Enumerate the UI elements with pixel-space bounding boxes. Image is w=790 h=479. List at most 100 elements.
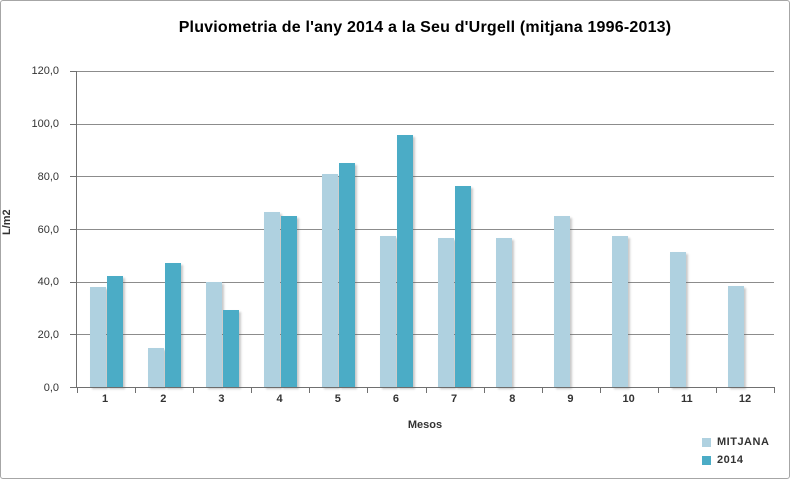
gridline <box>77 176 774 178</box>
x-tick-mark <box>193 387 195 393</box>
bar-slot <box>629 71 645 387</box>
gridline <box>77 123 774 125</box>
bar-mitjana-month-12 <box>728 286 745 387</box>
x-tick-label: 6 <box>392 393 399 405</box>
bar-slot <box>455 71 471 387</box>
month-group-2 <box>135 71 193 387</box>
month-group-5 <box>309 71 367 387</box>
x-tick-mark <box>425 387 427 393</box>
x-tick-label: 2 <box>160 393 167 405</box>
y-tick-label: 100,0 <box>31 117 59 130</box>
x-tick-mark <box>483 387 485 393</box>
month-group-4 <box>251 71 309 387</box>
bar-slot <box>571 71 587 387</box>
bar-mitjana-month-9 <box>554 215 571 387</box>
bar-slot <box>496 71 513 387</box>
y-tick-mark <box>70 71 77 72</box>
y-tick-label: 20,0 <box>37 329 59 342</box>
month-group-8 <box>484 71 542 387</box>
bar-slot <box>687 71 703 387</box>
x-tick-mark <box>77 387 78 393</box>
month-group-9 <box>542 71 600 387</box>
x-tick-label: 3 <box>218 393 225 405</box>
y-tick-label: 80,0 <box>37 170 59 183</box>
bar-2014-month-6 <box>396 135 413 387</box>
month-group-6 <box>367 71 425 387</box>
legend: MITJANA 2014 <box>702 436 769 466</box>
x-axis-title: Mesos <box>407 419 443 431</box>
y-tick-mark <box>70 387 77 388</box>
y-tick-label: 0,0 <box>43 382 59 394</box>
y-axis-tick-labels: 120,0 100,0 80,0 60,0 40,0 20,0 0,0 <box>1 65 67 394</box>
bar-slot <box>164 71 181 387</box>
x-tick-mark <box>774 387 775 393</box>
bar-series-area <box>77 71 774 387</box>
legend-swatch-mitjana-icon <box>702 437 711 447</box>
month-group-1 <box>77 71 135 387</box>
bar-mitjana-month-4 <box>263 212 280 387</box>
y-tick-mark <box>70 334 77 336</box>
x-tick-label: 4 <box>276 393 283 405</box>
x-tick-label: 7 <box>451 393 458 405</box>
bar-slot <box>222 71 239 387</box>
legend-label-mitjana: MITJANA <box>717 436 770 448</box>
bar-slot <box>438 71 454 387</box>
bar-slot <box>554 71 571 387</box>
x-tick-mark <box>367 387 369 393</box>
x-tick-mark <box>657 387 659 393</box>
bar-mitjana-month-1 <box>89 286 106 387</box>
bar-2014-month-5 <box>338 162 355 387</box>
x-tick-label: 9 <box>567 393 574 405</box>
gridline <box>77 229 774 230</box>
bar-slot <box>89 71 106 387</box>
gridline <box>77 71 774 72</box>
bar-2014-month-1 <box>106 276 123 387</box>
bar-mitjana-month-7 <box>438 238 454 387</box>
bar-slot <box>745 71 761 387</box>
x-tick-label: 5 <box>334 393 341 405</box>
legend-swatch-2014-icon <box>702 455 711 465</box>
x-tick-label: 10 <box>622 393 635 405</box>
bar-2014-month-7 <box>455 186 471 387</box>
month-group-11 <box>658 71 716 387</box>
bar-slot <box>379 71 396 387</box>
legend-label-2014: 2014 <box>717 454 744 466</box>
chart-title: Pluviometria de l'any 2014 a la Seu d'Ur… <box>178 19 672 36</box>
legend-item-2014: 2014 <box>702 454 769 466</box>
bar-mitjana-month-8 <box>496 238 513 387</box>
y-tick-mark <box>70 123 77 125</box>
bar-slot <box>280 71 297 387</box>
bar-mitjana-month-11 <box>670 252 687 387</box>
bar-mitjana-month-2 <box>147 347 164 387</box>
y-tick-mark <box>70 281 77 283</box>
bar-slot <box>263 71 280 387</box>
y-tick-mark <box>70 229 77 230</box>
x-tick-mark <box>541 387 543 393</box>
bar-slot <box>205 71 222 387</box>
bar-slot <box>612 71 629 387</box>
x-tick-mark <box>715 387 717 393</box>
y-tick-mark <box>70 176 77 178</box>
x-tick-label: 11 <box>680 393 693 405</box>
x-tick-mark <box>309 387 311 393</box>
bar-mitjana-month-5 <box>321 173 338 387</box>
x-tick-label: 1 <box>102 393 109 405</box>
month-group-10 <box>600 71 658 387</box>
month-group-7 <box>425 71 483 387</box>
x-tick-mark <box>251 387 253 393</box>
month-group-3 <box>193 71 251 387</box>
bar-slot <box>396 71 413 387</box>
bar-slot <box>513 71 529 387</box>
y-tick-label: 60,0 <box>37 223 59 236</box>
bar-2014-month-3 <box>222 309 239 387</box>
x-tick-mark <box>135 387 137 393</box>
plot-area <box>70 71 775 393</box>
month-group-12 <box>716 71 774 387</box>
bar-slot <box>147 71 164 387</box>
x-tick-label: 12 <box>738 393 752 405</box>
bar-2014-month-4 <box>280 215 297 387</box>
gridline <box>77 334 774 336</box>
bar-mitjana-month-10 <box>612 235 629 387</box>
gridline <box>77 281 774 283</box>
